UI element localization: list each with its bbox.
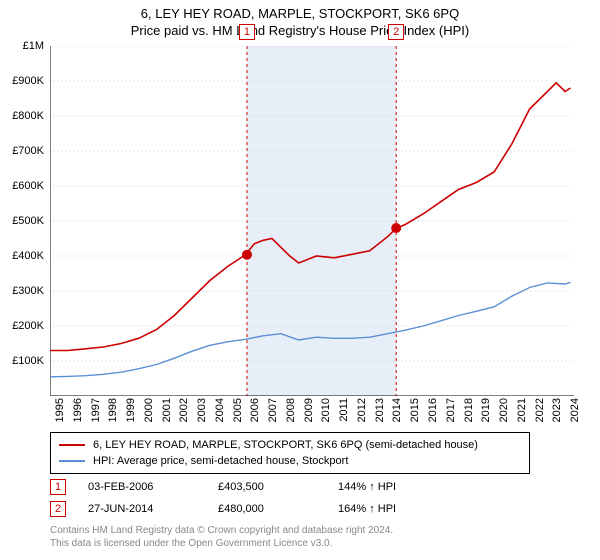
legend-label: HPI: Average price, semi-detached house,…	[93, 455, 348, 467]
xtick-label: 2004	[214, 398, 226, 422]
xtick-label: 2002	[178, 398, 190, 422]
sale-date: 27-JUN-2014	[88, 503, 218, 515]
ytick-label: £900K	[2, 75, 44, 87]
xtick-label: 2010	[320, 398, 332, 422]
ytick-label: £400K	[2, 250, 44, 262]
xtick-label: 2022	[534, 398, 546, 422]
chart-title-line1: 6, LEY HEY ROAD, MARPLE, STOCKPORT, SK6 …	[0, 6, 600, 21]
xtick-label: 1995	[54, 398, 66, 422]
xtick-label: 2012	[356, 398, 368, 422]
xtick-label: 2013	[374, 398, 386, 422]
xtick-label: 2019	[480, 398, 492, 422]
sale-label-2: 2	[388, 24, 404, 40]
legend-swatch	[59, 444, 85, 446]
xtick-label: 2003	[196, 398, 208, 422]
xtick-label: 1996	[72, 398, 84, 422]
sale-marker-1	[242, 250, 252, 260]
ytick-label: £1M	[2, 40, 44, 52]
sale-label-1: 1	[239, 24, 255, 40]
sale-price: £403,500	[218, 481, 338, 493]
xtick-label: 2021	[516, 398, 528, 422]
xtick-label: 2001	[161, 398, 173, 422]
ytick-label: £500K	[2, 215, 44, 227]
xtick-label: 2011	[338, 398, 350, 422]
xtick-label: 2020	[498, 398, 510, 422]
sale-price: £480,000	[218, 503, 338, 515]
ytick-label: £700K	[2, 145, 44, 157]
sale-index-box: 2	[50, 501, 66, 517]
xtick-label: 2008	[285, 398, 297, 422]
legend-swatch	[59, 460, 85, 462]
sale-hpi-pct: 144% ↑ HPI	[338, 481, 458, 493]
xtick-label: 2017	[445, 398, 457, 422]
footer-line1: Contains HM Land Registry data © Crown c…	[50, 524, 393, 537]
chart-area: £100K£200K£300K£400K£500K£600K£700K£800K…	[50, 46, 574, 396]
legend-item: HPI: Average price, semi-detached house,…	[59, 453, 521, 469]
sale-date: 03-FEB-2006	[88, 481, 218, 493]
xtick-label: 2016	[427, 398, 439, 422]
xtick-label: 2009	[303, 398, 315, 422]
xtick-label: 2024	[569, 398, 581, 422]
xtick-label: 2005	[232, 398, 244, 422]
sale-row: 1 03-FEB-2006£403,500144% ↑ HPI	[50, 478, 458, 496]
xtick-label: 2014	[391, 398, 403, 422]
sale-index-box: 1	[50, 479, 66, 495]
xtick-label: 1997	[90, 398, 102, 422]
ytick-label: £200K	[2, 320, 44, 332]
ytick-label: £800K	[2, 110, 44, 122]
xtick-label: 2018	[463, 398, 475, 422]
sale-row: 2 27-JUN-2014£480,000164% ↑ HPI	[50, 500, 458, 518]
legend-item: 6, LEY HEY ROAD, MARPLE, STOCKPORT, SK6 …	[59, 437, 521, 453]
sales-table: 1 03-FEB-2006£403,500144% ↑ HPI 2 27-JUN-20…	[50, 478, 458, 522]
xtick-label: 2015	[409, 398, 421, 422]
xtick-label: 2000	[143, 398, 155, 422]
legend: 6, LEY HEY ROAD, MARPLE, STOCKPORT, SK6 …	[50, 432, 530, 474]
sale-marker-2	[391, 223, 401, 233]
footer-attribution: Contains HM Land Registry data © Crown c…	[50, 524, 393, 550]
ytick-label: £600K	[2, 180, 44, 192]
xtick-label: 2006	[249, 398, 261, 422]
ytick-label: £300K	[2, 285, 44, 297]
footer-line2: This data is licensed under the Open Gov…	[50, 537, 393, 550]
line-chart	[50, 46, 574, 396]
xtick-label: 1999	[125, 398, 137, 422]
legend-label: 6, LEY HEY ROAD, MARPLE, STOCKPORT, SK6 …	[93, 439, 478, 451]
ytick-label: £100K	[2, 355, 44, 367]
sale-hpi-pct: 164% ↑ HPI	[338, 503, 458, 515]
xtick-label: 1998	[107, 398, 119, 422]
xtick-label: 2007	[267, 398, 279, 422]
xtick-label: 2023	[551, 398, 563, 422]
chart-title-line2: Price paid vs. HM Land Registry's House …	[0, 23, 600, 38]
